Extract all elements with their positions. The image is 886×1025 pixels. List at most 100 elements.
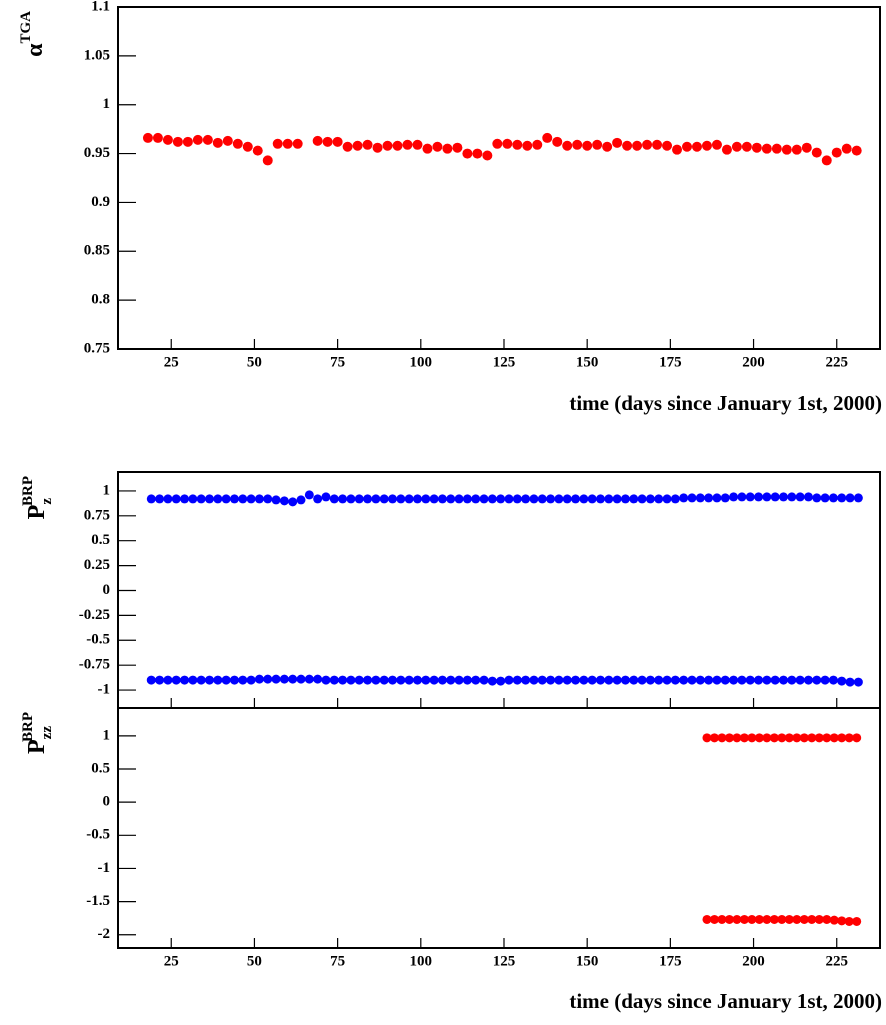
y-tick-label: -0.5 [86,632,110,648]
point [532,139,543,150]
point [313,674,323,684]
point [363,494,373,504]
point [720,675,730,685]
point [404,494,414,504]
point [522,140,533,151]
point [732,733,742,743]
point [595,675,605,685]
point [504,494,514,504]
point [429,675,439,685]
point [362,139,373,150]
point [739,914,749,924]
point [654,675,664,685]
point [762,914,772,924]
point [554,494,564,504]
point [296,674,306,684]
point [282,138,293,149]
point [221,494,231,504]
point [709,914,719,924]
point [604,675,614,685]
y-tick-label: 0.75 [84,507,110,523]
point [271,495,281,505]
point [429,494,439,504]
point [807,914,817,924]
point [529,494,539,504]
y-axis-label-part: α [22,43,48,57]
point [521,675,531,685]
point [632,140,643,151]
point [670,675,680,685]
point [238,675,248,685]
y-axis-label-part: BRP [20,712,36,742]
point [662,494,672,504]
point [779,492,789,502]
point [762,733,772,743]
point [182,136,193,147]
y-tick-label: -0.25 [79,607,110,623]
point [188,494,198,504]
x-tick-label: 50 [247,354,262,370]
x-axis-label: time (days since January 1st, 2000) [569,391,882,415]
y-axis-label-part: zz [39,726,55,740]
point [837,676,847,686]
point [622,140,633,151]
point [732,914,742,924]
point [487,494,497,504]
point [196,675,206,685]
x-tick-label: 150 [576,354,599,370]
y-tick-label: 0.5 [91,532,110,548]
x-tick-label: 200 [742,953,765,969]
point [761,143,772,154]
point [479,494,489,504]
point [571,494,581,504]
point [731,141,742,152]
point [542,132,553,143]
point [770,492,780,502]
point [221,675,231,685]
point [338,675,348,685]
x-tick-label: 225 [825,354,848,370]
point [851,145,862,156]
point [329,494,339,504]
point [329,675,339,685]
y-tick-label: 1.05 [84,47,110,63]
point [841,143,852,154]
x-tick-label: 125 [493,354,516,370]
point [844,916,854,926]
point [852,916,862,926]
point [845,677,855,687]
point [388,675,398,685]
point [612,675,622,685]
point [837,916,847,926]
point [546,494,556,504]
point [146,494,156,504]
point [754,914,764,924]
point [822,914,832,924]
point [205,675,215,685]
x-tick-label: 50 [247,953,262,969]
point [529,675,539,685]
point [246,675,256,685]
point [820,675,830,685]
point [822,733,832,743]
point [205,494,215,504]
y-tick-label: 1 [103,482,111,498]
point [837,493,847,503]
point [672,144,683,155]
y-tick-label: 1 [103,727,111,743]
point [662,675,672,685]
point [242,141,253,152]
point [729,492,739,502]
x-axis-label: time (days since January 1st, 2000) [569,989,882,1013]
point [562,140,573,151]
y-tick-label: 0.85 [84,243,110,259]
point [396,675,406,685]
y-tick-label: 1.1 [91,0,110,14]
point [371,675,381,685]
point [637,494,647,504]
point [709,733,719,743]
point [146,675,156,685]
point [754,733,764,743]
point [612,494,622,504]
